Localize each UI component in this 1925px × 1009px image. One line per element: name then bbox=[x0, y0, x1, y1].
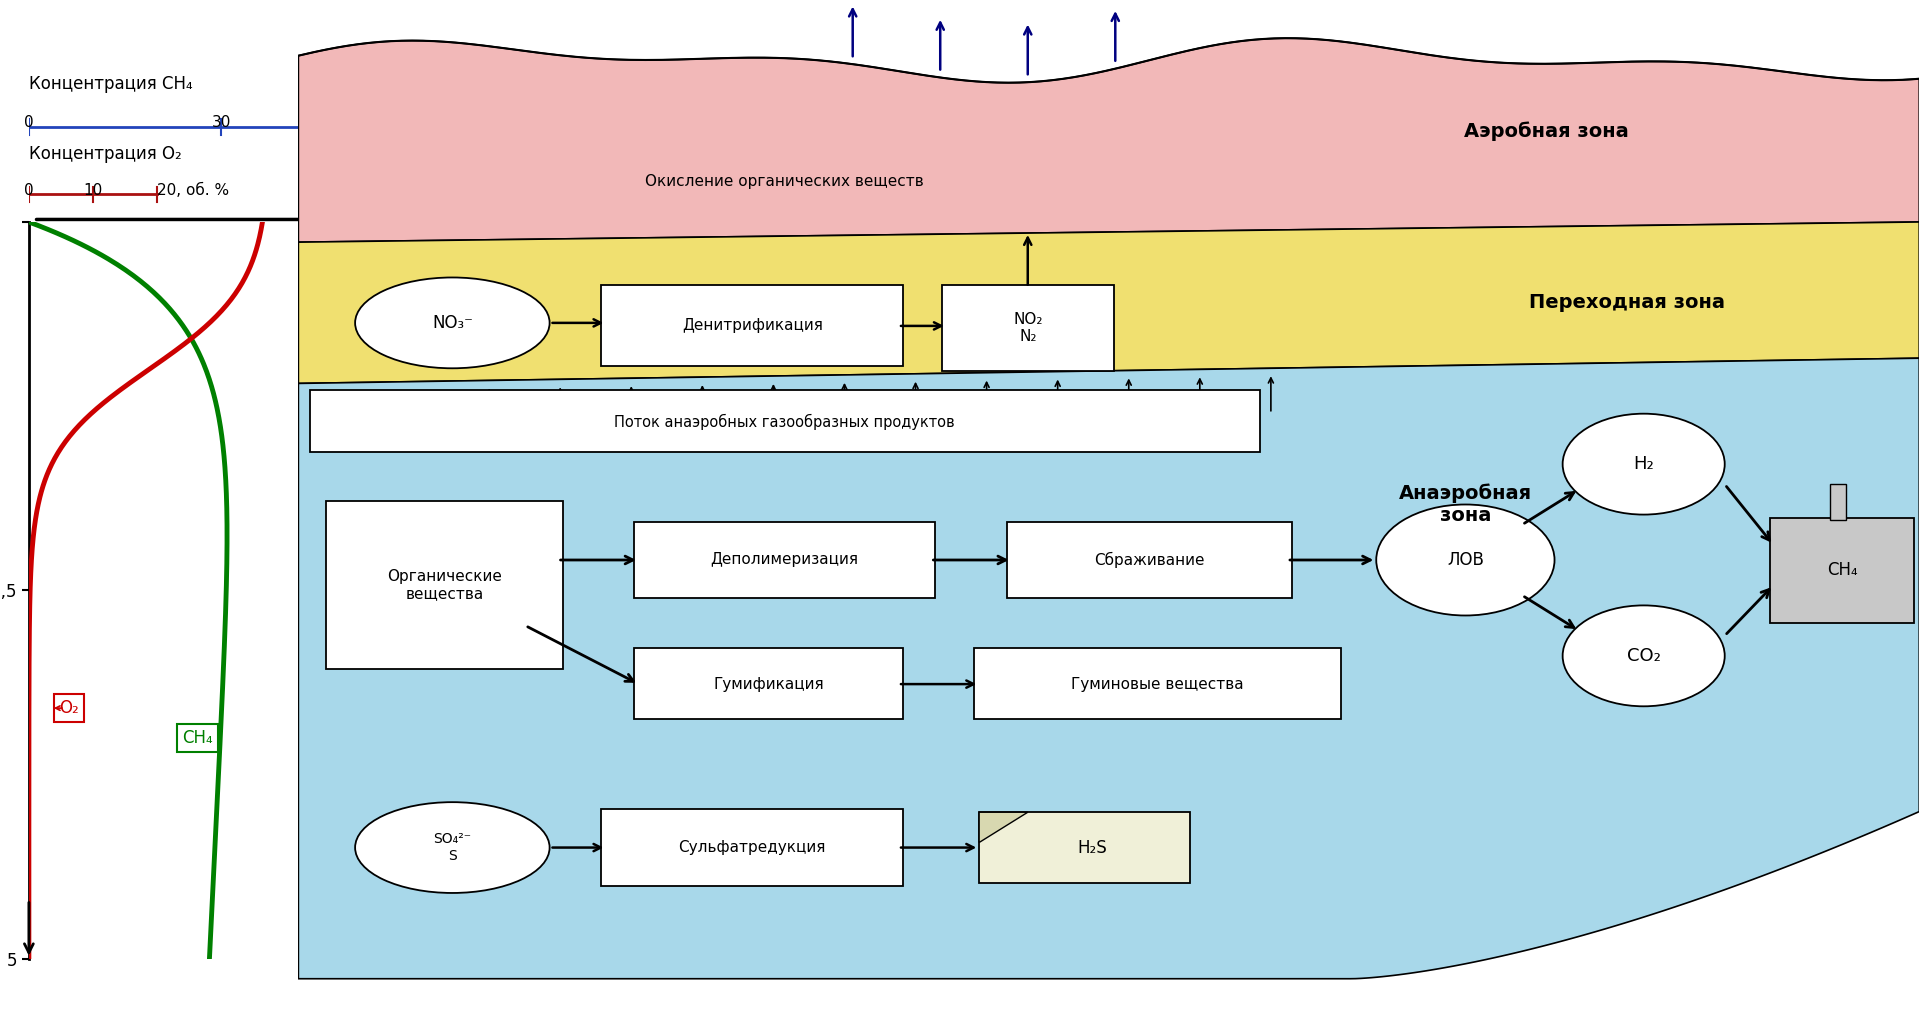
Text: 20, об. %: 20, об. % bbox=[158, 183, 229, 198]
Text: Концентрация O₂: Концентрация O₂ bbox=[29, 145, 181, 163]
FancyBboxPatch shape bbox=[310, 390, 1259, 452]
Ellipse shape bbox=[354, 277, 551, 368]
Text: Анаэробная
зона: Анаэробная зона bbox=[1399, 483, 1532, 526]
Text: Гуминовые вещества: Гуминовые вещества bbox=[1070, 677, 1244, 691]
Text: CH₄: CH₄ bbox=[1827, 561, 1858, 579]
Text: Поток анаэробных газообразных продуктов: Поток анаэробных газообразных продуктов bbox=[614, 414, 955, 430]
Polygon shape bbox=[980, 812, 1028, 843]
Text: Гумификация: Гумификация bbox=[712, 677, 824, 691]
Polygon shape bbox=[1831, 484, 1846, 520]
Text: NO₂
N₂: NO₂ N₂ bbox=[1013, 312, 1043, 344]
FancyBboxPatch shape bbox=[974, 648, 1340, 719]
Text: 0: 0 bbox=[23, 183, 35, 198]
Text: Сульфатредукция: Сульфатредукция bbox=[678, 840, 826, 855]
Text: Концентрация CH₄: Концентрация CH₄ bbox=[29, 75, 192, 93]
Circle shape bbox=[1376, 504, 1555, 615]
Circle shape bbox=[1563, 414, 1725, 515]
Text: CH₄: CH₄ bbox=[183, 728, 212, 747]
Text: H₂: H₂ bbox=[1632, 455, 1654, 473]
Text: Сбраживание: Сбраживание bbox=[1093, 552, 1205, 568]
Text: Переходная зона: Переходная зона bbox=[1530, 294, 1725, 312]
Text: 30: 30 bbox=[212, 115, 231, 130]
Text: Органические
вещества: Органические вещества bbox=[387, 569, 502, 601]
Text: 0: 0 bbox=[23, 115, 35, 130]
Text: Денитрификация: Денитрификация bbox=[681, 319, 822, 333]
FancyBboxPatch shape bbox=[1771, 518, 1913, 623]
FancyBboxPatch shape bbox=[1007, 522, 1292, 598]
Text: Деполимеризация: Деполимеризация bbox=[710, 553, 859, 567]
Text: H₂S: H₂S bbox=[1078, 838, 1107, 857]
Text: 60, об. %: 60, об. % bbox=[414, 115, 487, 130]
Polygon shape bbox=[298, 38, 1919, 242]
Polygon shape bbox=[298, 358, 1919, 979]
Text: Аэробная зона: Аэробная зона bbox=[1465, 121, 1629, 141]
Text: O₂: O₂ bbox=[60, 699, 79, 717]
FancyBboxPatch shape bbox=[601, 809, 903, 886]
FancyBboxPatch shape bbox=[633, 648, 903, 719]
Text: CO₂: CO₂ bbox=[1627, 647, 1661, 665]
Text: ЛОВ: ЛОВ bbox=[1448, 551, 1484, 569]
Polygon shape bbox=[298, 222, 1919, 383]
Polygon shape bbox=[980, 812, 1190, 883]
Ellipse shape bbox=[354, 802, 551, 893]
FancyBboxPatch shape bbox=[941, 285, 1115, 371]
Text: 10: 10 bbox=[83, 183, 102, 198]
Circle shape bbox=[1563, 605, 1725, 706]
FancyBboxPatch shape bbox=[325, 501, 562, 669]
Text: NO₃⁻: NO₃⁻ bbox=[431, 314, 474, 332]
FancyBboxPatch shape bbox=[601, 285, 903, 366]
Text: Окисление органических веществ: Окисление органических веществ bbox=[645, 175, 924, 189]
Text: SO₄²⁻
S: SO₄²⁻ S bbox=[433, 832, 472, 863]
FancyBboxPatch shape bbox=[633, 522, 936, 598]
